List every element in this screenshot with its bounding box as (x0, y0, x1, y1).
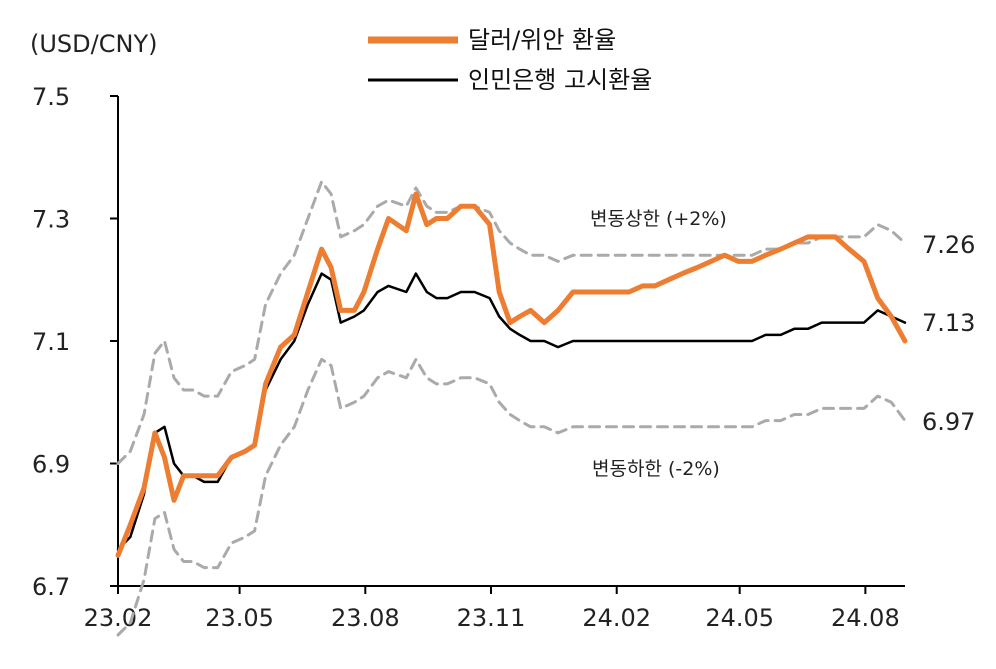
x-tick-label: 24.05 (705, 604, 774, 632)
y-tick-label: 6.9 (32, 451, 70, 479)
legend: 달러/위안 환율 인민은행 고시환율 (368, 26, 652, 94)
end-label-fixing: 7.13 (922, 309, 975, 337)
legend-label-pboc-fixing: 인민은행 고시환율 (468, 66, 652, 94)
unit-label: (USD/CNY) (30, 30, 157, 58)
annotation-upper-band: 변동상한 (+2%) (590, 208, 727, 230)
series-line-lower-band (116, 357, 907, 637)
end-label-upper: 7.26 (922, 231, 975, 259)
y-tick-label: 7.5 (32, 83, 70, 111)
annotation-lower-band: 변동하한 (-2%) (592, 458, 720, 480)
x-ticks: 23.02 23.05 23.08 23.11 24.02 24.05 24.08 (84, 586, 900, 632)
y-tick-label: 7.1 (32, 328, 70, 356)
y-tick-label: 6.7 (32, 573, 70, 601)
y-tick-label: 7.3 (32, 206, 70, 234)
x-tick-label: 23.08 (331, 604, 400, 632)
x-tick-label: 23.02 (84, 604, 153, 632)
series-lines (115, 180, 908, 637)
series-line-upper-band (116, 180, 907, 465)
end-label-lower: 6.97 (922, 408, 975, 436)
x-tick-label: 23.11 (457, 604, 526, 632)
y-ticks: 7.5 7.3 7.1 6.9 6.7 (32, 83, 118, 601)
legend-label-usd-cny: 달러/위안 환율 (468, 26, 616, 54)
x-tick-label: 24.02 (582, 604, 651, 632)
x-tick-label: 24.08 (831, 604, 900, 632)
series-line-usd-cny (115, 191, 908, 558)
x-tick-label: 23.05 (205, 604, 274, 632)
series-line-pboc-fixing (116, 272, 907, 551)
